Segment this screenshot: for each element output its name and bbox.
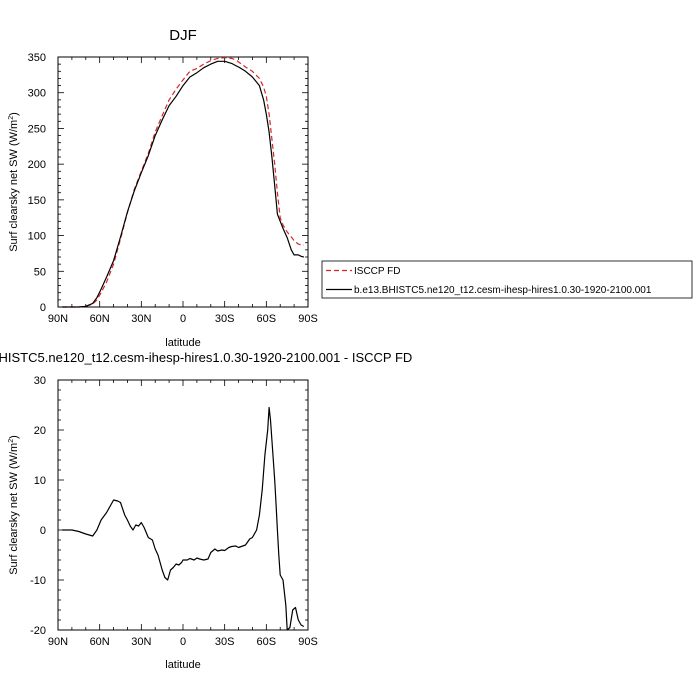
top-series-line-1 — [62, 60, 304, 308]
bottom-x-tick-label: 60S — [257, 636, 277, 648]
bottom-y-tick-label: 0 — [40, 525, 46, 537]
top-y-tick-label: 300 — [28, 88, 46, 100]
bottom-panel-difference: b.e13.BHISTC5.ne120_t12.cesm-ihesp-hires… — [0, 350, 412, 671]
top-panel-legend: ISCCP FD b.e13.BHISTC5.ne120_t12.cesm-ih… — [321, 260, 693, 299]
top-panel-x-axis-label: latitude — [165, 337, 200, 349]
bottom-panel-plot-area: 90N 60N 30N 0 30S 60S 90S -20 -10 0 10 20 30 — [30, 375, 318, 648]
top-panel-y-axis-label: Surf clearsky net SW (W/m2) — [8, 112, 20, 252]
bottom-panel-title: b.e13.BHISTC5.ne120_t12.cesm-ihesp-hires… — [0, 350, 412, 365]
top-x-tick-label: 30S — [215, 313, 235, 325]
top-plot-frame — [57, 56, 309, 308]
bottom-x-tick-label: 0 — [180, 636, 186, 648]
top-x-tick-label: 0 — [180, 313, 186, 325]
bottom-y-tick-label: -10 — [30, 575, 46, 587]
legend-label-model: b.e13.BHISTC5.ne120_t12.cesm-ihesp-hires… — [354, 285, 652, 296]
top-x-tick-label: 60N — [90, 313, 110, 325]
bottom-y-tick-label: 20 — [34, 425, 46, 437]
bottom-y-tick-label: 30 — [34, 375, 46, 387]
bottom-x-tick-label: 90N — [48, 636, 68, 648]
top-series-line-0 — [62, 57, 304, 308]
top-panel-title: DJF — [169, 27, 197, 44]
top-x-tick-label: 90S — [298, 313, 318, 325]
top-y-tick-label: 200 — [28, 159, 46, 171]
top-y-tick-label: 0 — [40, 302, 46, 314]
bottom-x-tick-label: 90S — [298, 636, 318, 648]
bottom-series-line-0 — [62, 406, 305, 631]
bottom-x-tick-label: 30S — [215, 636, 235, 648]
legend-label-isccp: ISCCP FD — [354, 266, 401, 277]
bottom-y-tick-label: 10 — [34, 475, 46, 487]
bottom-panel-y-axis-label: Surf clearsky net SW (W/m2) — [8, 435, 20, 575]
legend-box — [321, 260, 693, 299]
bottom-y-tick-label: -20 — [30, 625, 46, 637]
top-x-tick-label: 90N — [48, 313, 68, 325]
top-x-tick-label: 60S — [257, 313, 277, 325]
top-y-tick-label: 350 — [28, 52, 46, 64]
bottom-x-tick-label: 60N — [90, 636, 110, 648]
bottom-panel-x-axis-label: latitude — [165, 659, 200, 671]
top-y-tick-label: 250 — [28, 123, 46, 135]
top-y-tick-label: 100 — [28, 231, 46, 243]
top-panel-djf: DJF 90N 60N 30N 0 30S 60S 90S 0 50 100 150 200 250 30… — [8, 27, 318, 349]
top-y-tick-label: 150 — [28, 195, 46, 207]
top-y-tick-label: 50 — [34, 266, 46, 278]
top-x-tick-label: 30N — [131, 313, 151, 325]
top-panel-plot-area: 90N 60N 30N 0 30S 60S 90S 0 50 100 150 200 250 300 350 — [28, 52, 318, 325]
bottom-x-tick-label: 30N — [131, 636, 151, 648]
